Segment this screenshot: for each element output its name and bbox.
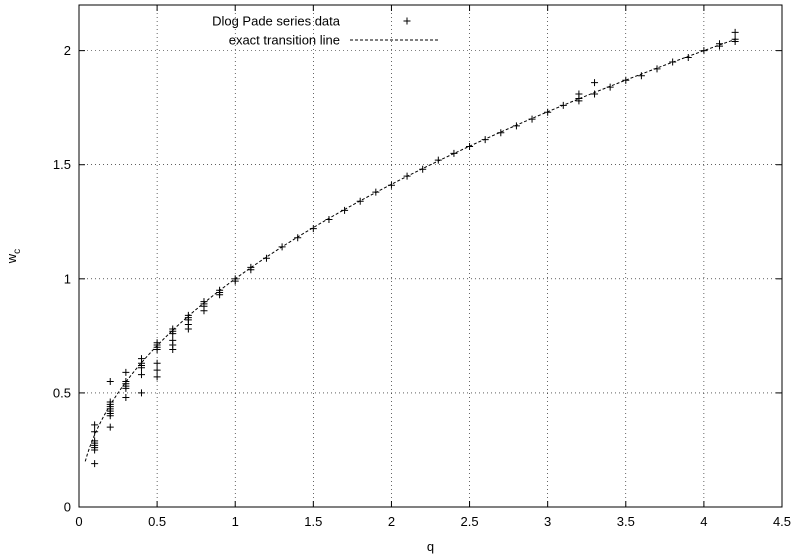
x-tick-label: 1.5 — [304, 514, 322, 529]
data-point — [669, 58, 677, 66]
y-tick-label: 2 — [64, 43, 71, 58]
data-point — [309, 225, 317, 233]
legend-label-exact-line: exact transition line — [229, 33, 340, 48]
x-tick-label: 0 — [75, 514, 82, 529]
data-point — [294, 234, 302, 242]
x-tick-label: 2.5 — [461, 514, 479, 529]
data-point — [387, 181, 395, 189]
legend-plus-marker — [403, 17, 411, 25]
data-point — [137, 355, 145, 363]
y-tick-label: 1 — [64, 271, 71, 286]
data-point — [106, 398, 114, 406]
data-point — [372, 188, 380, 196]
data-point — [575, 90, 583, 98]
data-point — [247, 263, 255, 271]
data-point — [122, 378, 130, 385]
x-tick-label: 3.5 — [617, 514, 635, 529]
dlog-pade-series-data — [91, 28, 739, 468]
legend-label-dlog-pade: Dlog Pade series data — [212, 14, 341, 29]
data-point — [200, 298, 208, 306]
data-point — [122, 393, 130, 401]
x-tick-label: 2 — [388, 514, 395, 529]
data-point — [169, 325, 177, 333]
data-point — [637, 72, 645, 80]
x-tick-label: 0.5 — [148, 514, 166, 529]
data-point — [622, 76, 630, 84]
y-axis-label-subscript: c — [12, 249, 23, 254]
data-point — [153, 366, 161, 374]
data-point — [684, 53, 692, 61]
data-point — [731, 35, 739, 43]
data-point — [591, 90, 599, 98]
data-point — [153, 339, 161, 347]
data-point — [91, 421, 99, 429]
y-axis-label: wc — [4, 249, 23, 264]
data-point — [544, 108, 552, 116]
data-point — [419, 165, 427, 173]
data-point — [434, 156, 442, 164]
data-point — [512, 122, 520, 130]
data-point — [231, 275, 239, 283]
data-point — [325, 215, 333, 223]
data-point — [91, 437, 99, 445]
x-axis-label: q — [427, 539, 434, 554]
data-point — [216, 286, 224, 294]
data-point — [153, 373, 161, 381]
x-axis-ticks: 0 0.5 1 1.5 2 2.5 3 3.5 4 4.5 — [75, 5, 791, 529]
data-point — [341, 206, 349, 214]
data-point — [153, 359, 161, 367]
data-point — [106, 378, 114, 385]
legend-plus-path — [403, 17, 411, 25]
plot-frame — [78, 4, 783, 508]
x-tick-label: 4 — [700, 514, 707, 529]
data-point — [137, 389, 145, 397]
data-point — [106, 423, 114, 431]
data-point — [403, 172, 411, 180]
data-point — [559, 101, 567, 109]
data-point — [278, 243, 286, 251]
data-point — [169, 336, 177, 344]
data-point — [450, 149, 458, 157]
data-point — [606, 83, 614, 91]
data-point — [137, 371, 145, 379]
x-tick-label: 3 — [544, 514, 551, 529]
data-point — [122, 368, 130, 376]
x-tick-label: 1 — [232, 514, 239, 529]
data-point — [91, 428, 99, 436]
exact-transition-line — [84, 38, 736, 462]
data-point — [91, 460, 99, 468]
x-tick-label: 4.5 — [773, 514, 791, 529]
data-point — [591, 79, 599, 87]
y-tick-label: 1.5 — [53, 157, 71, 172]
data-point — [731, 28, 739, 36]
data-point — [700, 47, 708, 55]
data-point — [716, 40, 724, 48]
data-point — [184, 311, 192, 319]
data-point — [497, 129, 505, 137]
y-axis-label-main: w — [4, 253, 19, 264]
data-point — [262, 254, 270, 262]
y-tick-label: 0.5 — [53, 385, 71, 400]
data-point — [356, 197, 364, 205]
data-point — [481, 136, 489, 144]
y-axis-ticks: 0 0.5 1 1.5 2 — [53, 43, 782, 515]
data-point — [528, 115, 536, 123]
grid — [79, 5, 782, 507]
legend: Dlog Pade series data exact transition l… — [212, 14, 440, 48]
y-tick-label: 0 — [64, 500, 71, 515]
exact-transition-curve — [84, 38, 736, 462]
data-point — [653, 65, 661, 73]
data-point — [466, 142, 474, 150]
